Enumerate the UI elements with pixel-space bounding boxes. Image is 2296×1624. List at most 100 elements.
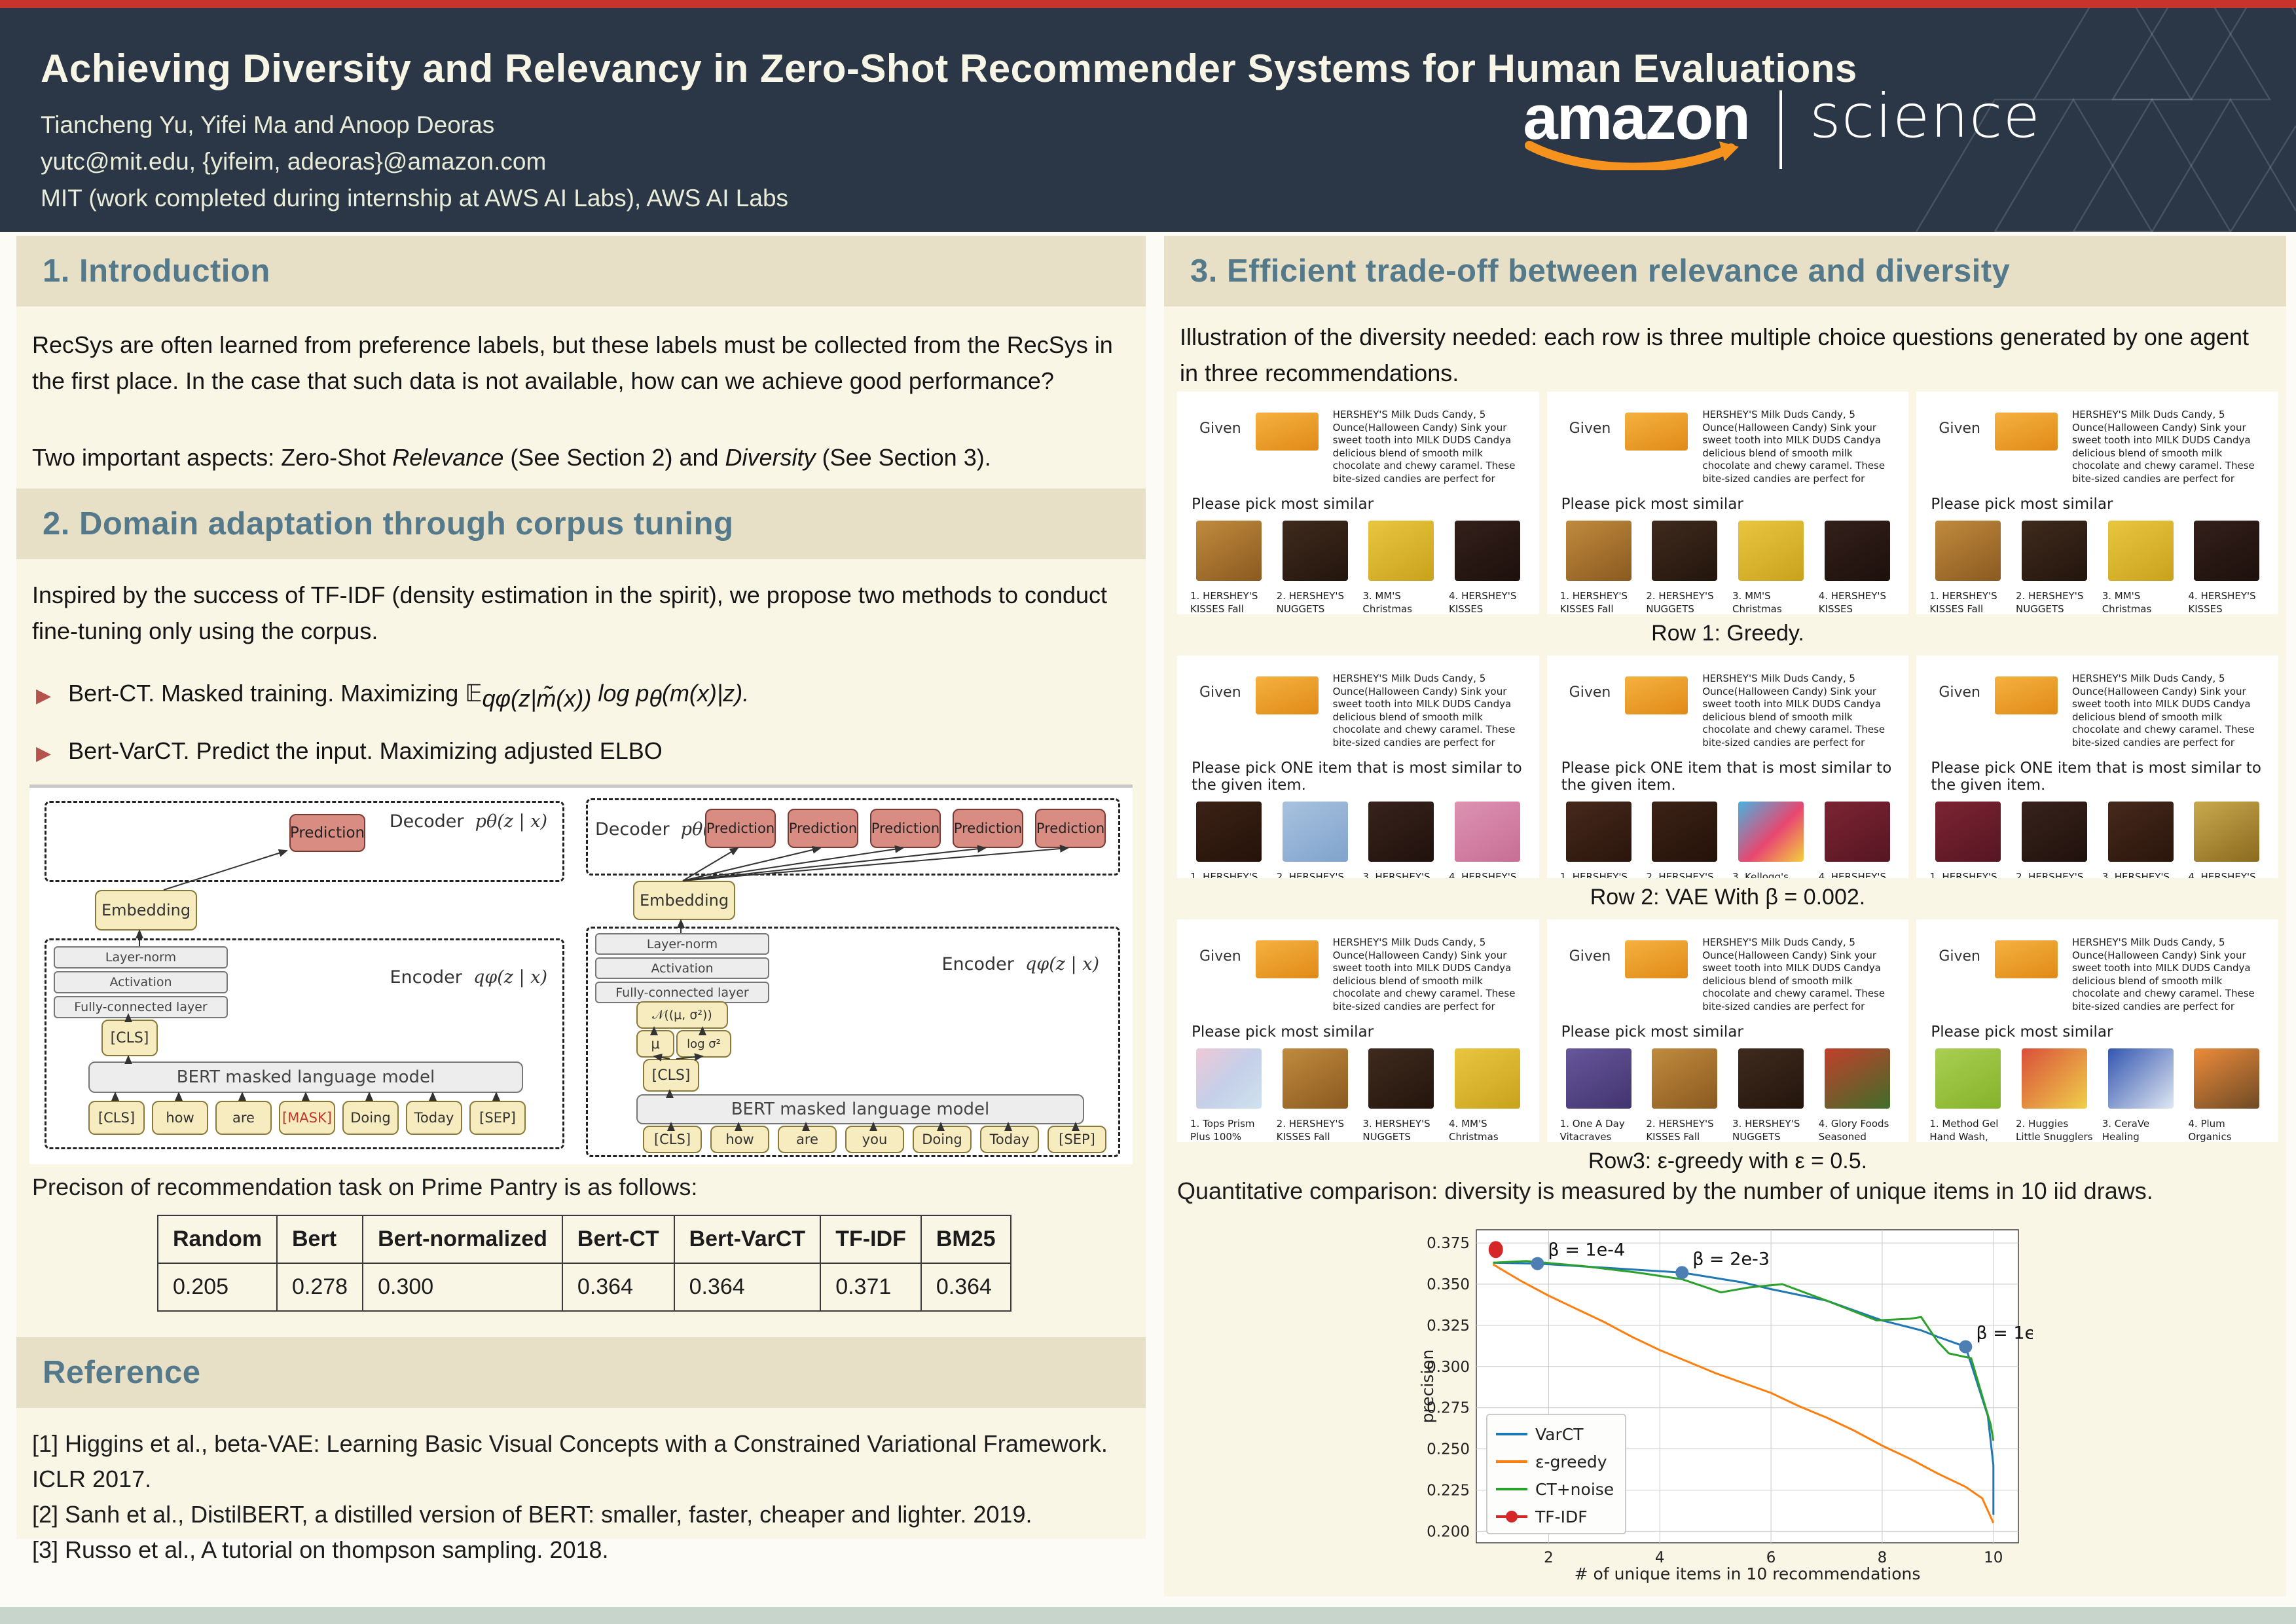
option-item[interactable]: 2. HERSHEY'S NUGGETS Extra Creamy Milk C… [1277, 519, 1354, 614]
option-product-image [2194, 521, 2260, 581]
option-text: 1. HERSHEY'S Caramels (Milk Chocolate an… [1190, 871, 1258, 878]
svg-text:2: 2 [1544, 1549, 1554, 1566]
given-row: Given HERSHEY'S Milk Duds Candy, 5 Ounce… [1560, 673, 1896, 749]
option-item[interactable]: 4. HERSHEY'S KISSES Chocolate Candy, 40 … [2188, 519, 2265, 614]
option-text: 2. HERSHEY'S KISSES Fall Harvest Milk Ch… [1646, 1118, 1714, 1142]
option-text: 4. HERSHEY'S Kisses Deluxe Chocolate Haz… [2188, 871, 2256, 878]
option-item[interactable]: 2. HERSHEY'S KISSES Fall Harvest Milk Ch… [1277, 1047, 1354, 1142]
option-text: 3. MM'S Christmas Peanut Chocolate Candy… [2102, 590, 2152, 614]
option-list: 1. HERSHEY'S Caramels (Milk Chocolate an… [1190, 800, 1526, 878]
option-product-image [1368, 521, 1434, 581]
option-item[interactable]: 2. HERSHEY'S Caramels (Milk Chocolate an… [1646, 800, 1723, 878]
domain-paragraph: Inspired by the success of TF-IDF (densi… [32, 581, 1108, 644]
option-item[interactable]: 3. Kellogg's Fruity Snacks, Berry Sours,… [1732, 800, 1810, 878]
token-you: you [845, 1126, 904, 1153]
option-product-image [2107, 1048, 2174, 1109]
cls-box: [CLS] [101, 1020, 158, 1056]
prediction-box: Prediction [953, 809, 1023, 848]
option-item[interactable]: 4. Glory Foods Seasoned Southern Style C… [1819, 1047, 1896, 1142]
option-text: 2. HERSHEY'S NUGGETS Extra Creamy Milk C… [1276, 590, 1345, 614]
text-segment: Bert-VarCT. Predict the input. Maximizin… [68, 737, 663, 765]
token-are: are [778, 1126, 837, 1153]
option-item[interactable]: 2. HERSHEY'S Kisses Chocolate Candy, Lig… [1277, 800, 1354, 878]
option-item[interactable]: 1. HERSHEY'S Chocolate Bars, 5 Count, Sp… [1929, 800, 2007, 878]
option-product-image [1824, 1048, 1890, 1109]
log-sigma-box: log σ² [676, 1030, 731, 1058]
option-item[interactable]: 2. Huggies Little Snugglers Diapers, Siz… [2016, 1047, 2093, 1142]
option-item[interactable]: 3. MM'S Christmas Peanut Chocolate Candy… [2102, 519, 2179, 614]
option-item[interactable]: 4. HERSHEY'S Chocolate Bars, 5 Count, Sp… [1819, 800, 1896, 878]
option-item[interactable]: 2. HERSHEY'S HUGS Candies, 12 Ounce Youl… [2016, 800, 2093, 878]
precision-table: Random Bert Bert-normalized Bert-CT Bert-Var… [157, 1215, 1011, 1312]
option-text: 3. CeraVe Healing Ointment 0.7 oz withPe… [2102, 1118, 2150, 1142]
svg-text:# of unique items in 10 recomm: # of unique items in 10 recommendations [1575, 1564, 1921, 1583]
poster-header: Achieving Diversity and Relevancy in Zer… [0, 8, 2296, 232]
bert-mlm-bar: BERT masked language model [636, 1094, 1084, 1124]
poster-affiliation: MIT (work completed during internship at… [41, 185, 789, 212]
option-product-image [1738, 521, 1804, 581]
option-item[interactable]: 1. HERSHEY'S KISSES Fall Harvest Milk Ch… [1560, 519, 1637, 614]
table-value-cell: 0.371 [820, 1263, 922, 1312]
option-item[interactable]: 1. Tops Prism Plus 100% Recycled Legal P… [1190, 1047, 1267, 1142]
option-item[interactable]: 2. HERSHEY'S NUGGETS Extra Creamy Milk C… [1646, 519, 1723, 614]
section-3-band: 3. Efficient trade-off between relevance… [1164, 236, 2286, 306]
precision-diversity-chart: 2 4 6 8 10 0.200 0.225 0.250 0.275 0.300 0.325 0.35… [1418, 1229, 2053, 1583]
option-item[interactable]: 1. HERSHEY'S Chocolate Candy Bar, 5 Poun… [1560, 800, 1637, 878]
bullet-bert-ct: ▶ Bert-CT. Masked training. Maximizing 𝔼… [32, 676, 1130, 716]
option-item[interactable]: 3. CeraVe Healing Ointment 0.7 oz withPe… [2102, 1047, 2179, 1142]
bert-varct-line1: Bert-VarCT. Predict the input. Maximizin… [68, 733, 663, 769]
option-item[interactable]: 1. Method Gel Hand Wash, Juicy Pear, 12 … [1929, 1047, 2007, 1142]
option-product-image [1454, 802, 1520, 862]
option-product-image [1738, 802, 1804, 862]
option-item[interactable]: 4. HERSHEY'S KISSES Chocolate Candy, 40 … [1819, 519, 1896, 614]
token-are: are [215, 1101, 272, 1135]
encoder-stack: Layer-norm Activation Fully-connected laye… [595, 933, 769, 1006]
option-item[interactable]: 4. Plum Organics Mighty Veggie, Organic … [2188, 1047, 2265, 1142]
bullet-bert-varct: ▶ Bert-VarCT. Predict the input. Maximiz… [32, 733, 1130, 769]
quantitative-caption: Quantitative comparison: diversity is me… [1177, 1177, 2153, 1204]
option-item[interactable]: 2. HERSHEY'S NUGGETS Extra Creamy Milk C… [2016, 519, 2093, 614]
option-item[interactable]: 4. HERSHEY'S Kisses Chocolate Candy, Pin… [1449, 800, 1526, 878]
logo-divider [1779, 90, 1782, 169]
question-prompt: Please pick ONE item that is most simila… [1561, 760, 1892, 794]
token-today: Today [406, 1101, 462, 1135]
option-item[interactable]: 4. MM'S Christmas Peanut Chocolate Candy… [1449, 1047, 1526, 1142]
encoder-box [45, 938, 564, 1149]
reference-item: [1] Higgins et al., beta-VAE: Learning B… [32, 1430, 1108, 1492]
table-header-cell: Bert-CT [561, 1215, 675, 1264]
given-label: Given [1199, 684, 1241, 701]
prediction-box: Prediction [1035, 809, 1106, 848]
option-product-image [2021, 1048, 2087, 1109]
intro-paragraph-2-segments: Two important aspects: Zero-Shot Relevan… [32, 444, 991, 471]
option-item[interactable]: 3. HERSHEY'S NUGGETS Extra Creamy Milk C… [1362, 1047, 1440, 1142]
table-header-cell: Bert [276, 1215, 364, 1264]
option-item[interactable]: 1. HERSHEY'S KISSES Fall Harvest Milk Ch… [1190, 519, 1267, 614]
option-item[interactable]: 1. HERSHEY'S Caramels (Milk Chocolate an… [1190, 800, 1267, 878]
science-logo-text: science [1809, 81, 2041, 151]
option-text: 1. HERSHEY'S KISSES Fall Harvest Milk Ch… [1190, 590, 1258, 614]
option-item[interactable]: 3. MM'S Christmas Peanut Chocolate Candy… [1362, 519, 1440, 614]
option-item[interactable]: 1. HERSHEY'S KISSES Fall Harvest Milk Ch… [1929, 519, 2007, 614]
option-item[interactable]: 4. HERSHEY'S KISSES Chocolate Candy, 40 … [1449, 519, 1526, 614]
option-item[interactable]: 3. MM'S Christmas Peanut Chocolate Candy… [1732, 519, 1810, 614]
option-product-image [1282, 1048, 1348, 1109]
encoder-label: Encoder qφ(z | x) [941, 954, 1099, 974]
option-item[interactable]: 3. HERSHEY'S Chocolate Candy Bar, 5 Poun… [2102, 800, 2179, 878]
svg-text:β = 1e-4: β = 1e-4 [1548, 1240, 1625, 1261]
option-text: 3. MM'S Christmas Peanut Chocolate Candy… [1362, 590, 1412, 614]
table-header-cell: TF-IDF [820, 1215, 922, 1264]
option-product-image [2194, 802, 2260, 862]
option-item[interactable]: 1. One A Day Vitacraves Teen for Him, 60… [1560, 1047, 1637, 1142]
option-list: 1. HERSHEY'S KISSES Fall Harvest Milk Ch… [1190, 519, 1526, 614]
decoder-label-text: Decoder [389, 811, 464, 832]
option-item[interactable]: 3. HERSHEY'S HUGS Candies, 12 Ounce Youl… [1362, 800, 1440, 878]
option-product-image [1935, 1048, 2001, 1109]
row-method-label: Row 1: Greedy. [1651, 621, 1804, 646]
given-product-description: HERSHEY'S Milk Duds Candy, 5 Ounce(Hallo… [1702, 673, 1886, 748]
question-panels: Given HERSHEY'S Milk Duds Candy, 5 Ounce… [1177, 655, 2279, 878]
option-item[interactable]: 2. HERSHEY'S KISSES Fall Harvest Milk Ch… [1646, 1047, 1723, 1142]
option-item[interactable]: 4. HERSHEY'S Kisses Deluxe Chocolate Haz… [2188, 800, 2265, 878]
option-item[interactable]: 3. HERSHEY'S NUGGETS Extra Creamy Milk C… [1732, 1047, 1810, 1142]
text-segment: Two important aspects: Zero-Shot [32, 444, 393, 471]
option-product-image [1454, 521, 1520, 581]
